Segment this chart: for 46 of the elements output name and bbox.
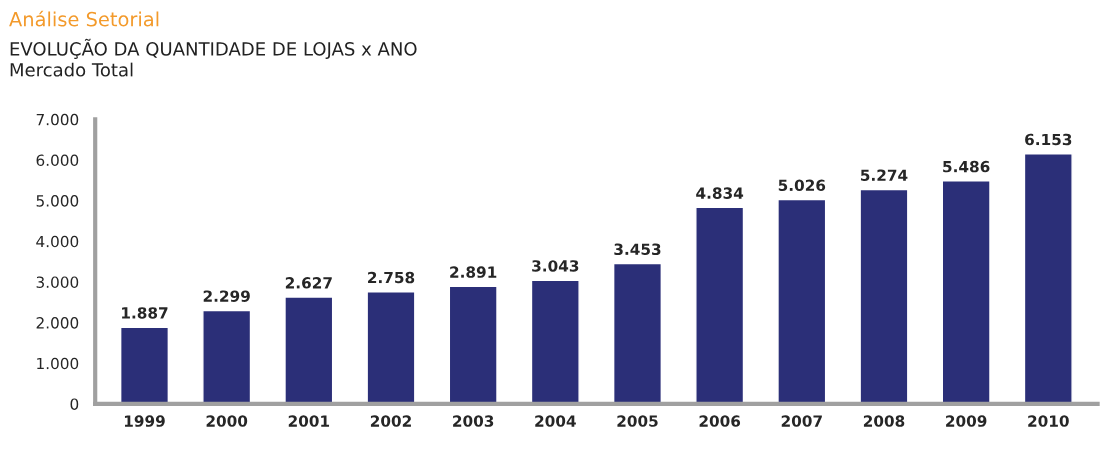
bar [202,309,252,404]
x-tick-label: 2001 [288,415,330,427]
bar [119,326,170,404]
y-tick-label: 5.000 [36,195,79,207]
data-label: 1.887 [122,307,168,319]
x-tick-label: 2004 [535,415,576,427]
x-tick-label: 2000 [206,415,248,427]
bar [448,285,498,404]
x-tick-label: 2007 [781,415,822,427]
data-label: 2.627 [285,277,332,289]
y-tick-label: 6.000 [36,154,79,167]
data-label: 5.026 [778,179,826,192]
bar [695,206,745,404]
y-tick-label: 4.000 [36,235,79,248]
bar [941,180,991,404]
bar [777,198,827,404]
y-tick-label: 1.000 [37,357,79,370]
x-tick-label: 2009 [946,415,987,427]
x-tick-label: 2003 [453,415,494,427]
x-tick-label: 1999 [124,415,165,427]
x-tick-label: 2006 [699,415,741,427]
y-tick-label: 2.000 [36,317,79,329]
data-label: 6.153 [1025,133,1072,146]
x-tick-label: 2002 [370,415,411,427]
x-tick-label: 2005 [617,415,658,427]
x-tick-label: 2010 [1028,415,1069,427]
bar [366,291,416,404]
data-label: 4.834 [696,187,744,199]
data-label: 3.043 [532,260,579,272]
bar [612,262,663,404]
data-label: 5.486 [943,160,990,173]
data-label: 2.891 [450,266,497,278]
data-label: 2.299 [203,290,250,302]
chart-title: Análise Setorial [9,10,159,27]
bar [1023,153,1073,404]
y-tick-label: 0 [70,398,79,410]
data-label: 5.274 [860,169,908,181]
y-tick-label: 3.000 [36,276,79,288]
bar [530,279,580,404]
data-label: 3.453 [614,243,661,256]
data-label: 2.758 [368,271,415,284]
y-tick-label: 7.000 [36,113,79,126]
bar [284,296,334,404]
x-tick-label: 2008 [863,415,905,427]
bar [859,188,909,404]
chart-subtitle: EVOLUÇÃO DA QUANTIDADE DE LOJAS x ANO Mercado Total [10,38,417,77]
